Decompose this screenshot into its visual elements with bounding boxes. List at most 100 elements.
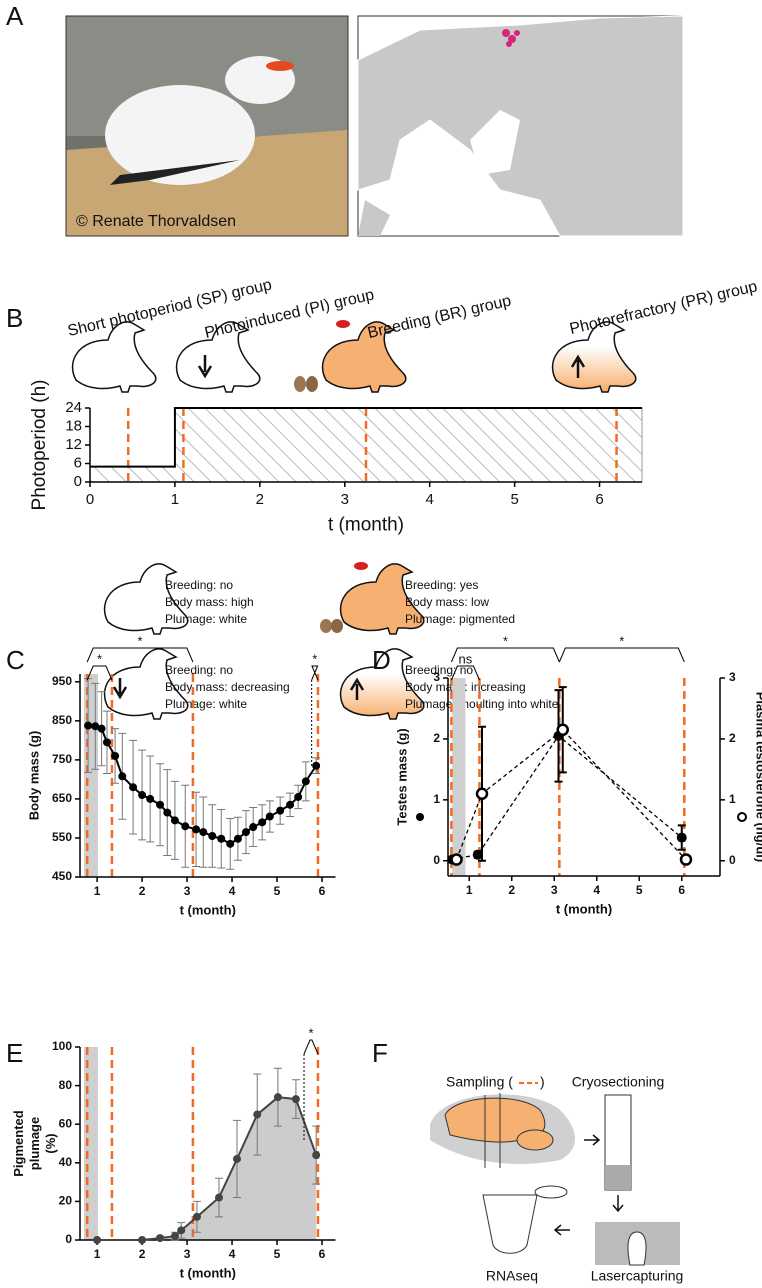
data-point xyxy=(226,839,235,848)
x-tick-label: 6 xyxy=(595,491,603,508)
y-tick-label: 12 xyxy=(65,436,82,453)
data-point xyxy=(265,812,274,821)
data-point xyxy=(273,1093,282,1102)
series-line xyxy=(90,407,642,468)
legend-symbol xyxy=(737,812,747,822)
data-point xyxy=(138,791,147,800)
y-tick-label: 80 xyxy=(59,1078,73,1092)
x-axis-label: t (month) xyxy=(180,1265,236,1280)
data-point xyxy=(84,721,93,730)
bracket xyxy=(311,665,319,681)
data-point xyxy=(676,832,687,843)
x-tick-label: 5 xyxy=(636,883,643,897)
y-tick-label: 1 xyxy=(433,792,440,806)
legend-text: Breeding: no xyxy=(405,663,473,677)
x-tick-label: 4 xyxy=(229,1247,236,1261)
data-point xyxy=(118,772,127,781)
y-tick-label: 6 xyxy=(74,454,82,471)
annotation: * xyxy=(97,651,102,666)
legend-text: Plumage: white xyxy=(165,612,247,626)
x-tick-label: 5 xyxy=(510,491,518,508)
data-point xyxy=(312,761,321,770)
data-point xyxy=(192,825,201,834)
x-tick-label: 3 xyxy=(551,883,558,897)
data-point xyxy=(156,1234,165,1243)
data-point xyxy=(450,853,463,866)
legend-text: Body mass: high xyxy=(165,595,254,609)
data-point xyxy=(177,1226,186,1235)
shade xyxy=(452,678,466,876)
data-point xyxy=(679,853,693,866)
diagram-label: RNAseq xyxy=(486,1268,538,1284)
data-point xyxy=(291,1095,300,1104)
legend-text: Plumage: moulting into white xyxy=(405,697,559,711)
x-axis-label: t (month) xyxy=(556,901,612,916)
x-tick-label: 4 xyxy=(229,884,236,898)
series-line xyxy=(455,728,687,860)
area xyxy=(97,1097,317,1240)
data-point xyxy=(181,822,190,831)
x-tick-label: 5 xyxy=(274,884,281,898)
y-tick-label: 3 xyxy=(433,670,440,684)
data-point xyxy=(192,1212,201,1221)
panel-label: A xyxy=(6,1,24,31)
diagram-label: Cryosectioning xyxy=(572,1074,665,1090)
y-tick-label: 550 xyxy=(52,830,72,844)
y-tick-label: 850 xyxy=(52,713,72,727)
y2-tick-label: 1 xyxy=(729,792,736,806)
photo-credit: © Renate Thorvaldsen xyxy=(76,213,236,230)
data-point xyxy=(217,834,226,843)
y-tick-label: 60 xyxy=(59,1116,73,1130)
y-tick-label: 0 xyxy=(65,1232,72,1246)
y-tick-label: 2 xyxy=(433,731,440,745)
data-point xyxy=(199,828,208,837)
area xyxy=(89,407,643,483)
x-tick-label: 1 xyxy=(171,491,179,508)
x-tick-label: 2 xyxy=(139,1247,146,1261)
bracket xyxy=(303,1039,319,1055)
y-tick-label: 20 xyxy=(59,1194,73,1208)
bird-icons xyxy=(71,320,637,720)
diagram-label: Lasercapturing xyxy=(591,1268,684,1284)
data-point xyxy=(138,1236,147,1244)
x-tick-label: 6 xyxy=(319,1247,326,1261)
y-axis-label: Photoperiod (h) xyxy=(29,380,50,511)
x-axis-label: t (month) xyxy=(328,515,404,536)
data-point xyxy=(163,808,172,817)
x-tick-label: 1 xyxy=(94,884,101,898)
x-axis-label: t (month) xyxy=(180,902,236,917)
bracket xyxy=(450,665,480,681)
data-point xyxy=(146,794,155,803)
data-point xyxy=(93,1236,102,1244)
workflow xyxy=(430,1093,680,1266)
data-point xyxy=(556,723,569,737)
group-label: Photorefractory (PR) group xyxy=(568,278,759,338)
y-tick-label: 0 xyxy=(433,853,440,867)
data-point xyxy=(97,724,106,733)
x-tick-label: 3 xyxy=(184,1247,191,1261)
data-point xyxy=(472,849,483,860)
y-tick-label: 0 xyxy=(74,473,82,490)
panel-label: F xyxy=(372,1038,388,1068)
data-point xyxy=(233,834,242,843)
x-tick-label: 3 xyxy=(184,884,191,898)
data-point xyxy=(214,1193,223,1202)
y-axis-label: Body mass (g) xyxy=(26,731,41,821)
data-point xyxy=(301,777,310,786)
x-tick-label: 1 xyxy=(466,883,473,897)
data-point xyxy=(208,832,217,841)
y-tick-label: 950 xyxy=(52,674,72,688)
legend-text: Body mass: low xyxy=(405,595,489,609)
legend-text: Body mass: decreasing xyxy=(165,680,290,694)
y-tick-label: 750 xyxy=(52,752,72,766)
annotation: * xyxy=(308,1025,313,1040)
data-point xyxy=(241,828,250,837)
y-tick-label: 650 xyxy=(52,791,72,805)
bracket xyxy=(86,647,194,663)
legend-text: Plumage: white xyxy=(165,697,247,711)
annotation: * xyxy=(312,651,317,666)
photo: © Renate Thorvaldsen xyxy=(65,15,349,237)
x-tick-label: 3 xyxy=(341,491,349,508)
y-tick-label: 24 xyxy=(65,399,82,416)
